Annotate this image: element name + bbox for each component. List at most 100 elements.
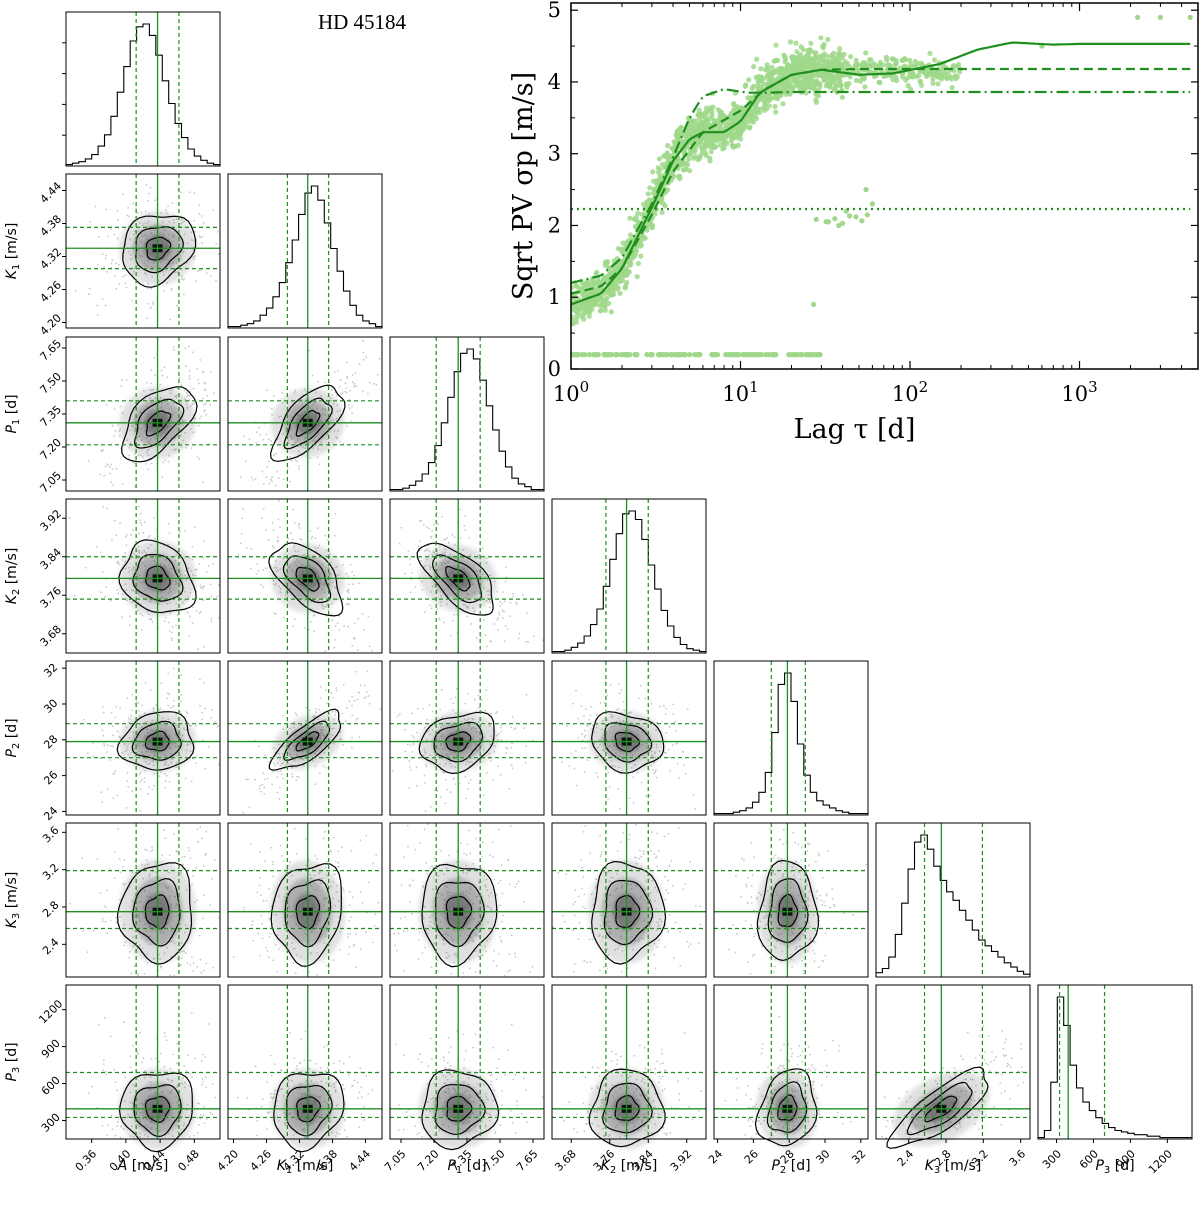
- sample-point: [164, 1035, 167, 1038]
- sample-point: [772, 971, 775, 973]
- sample-point: [89, 221, 92, 224]
- y-tick-label: 26: [41, 768, 60, 787]
- sample-point: [125, 544, 128, 547]
- sample-point: [572, 929, 575, 932]
- sample-point: [440, 688, 443, 691]
- sample-point: [628, 838, 630, 841]
- sample-point: [162, 461, 165, 464]
- sample-point: [194, 230, 196, 233]
- contours-0-2: [121, 386, 198, 463]
- sample-point: [428, 550, 430, 553]
- sample-point: [106, 932, 109, 934]
- sample-point: [212, 563, 214, 565]
- sample-point: [420, 560, 422, 563]
- sample-point: [339, 379, 342, 382]
- sample-point: [403, 728, 406, 731]
- sample-point: [813, 960, 816, 963]
- sample-point: [639, 849, 641, 852]
- sample-point: [565, 873, 568, 876]
- sample-point: [510, 746, 512, 749]
- sample-point: [638, 697, 640, 700]
- sample-point: [418, 842, 421, 844]
- sample-point: [181, 957, 183, 960]
- sample-point: [105, 208, 108, 211]
- sample-point: [573, 767, 576, 770]
- sample-point: [852, 914, 854, 916]
- sample-point: [572, 903, 575, 906]
- sample-point: [658, 850, 660, 852]
- sample-point: [606, 967, 609, 970]
- sample-point: [679, 931, 681, 933]
- sample-point: [414, 1125, 417, 1128]
- sample-point: [298, 776, 300, 779]
- sample-point: [353, 622, 356, 625]
- sample-point: [424, 946, 426, 949]
- sample-point: [497, 765, 499, 768]
- sample-point: [654, 1072, 657, 1075]
- sample-point: [151, 788, 154, 791]
- sample-point: [103, 266, 106, 268]
- sample-point: [375, 854, 378, 856]
- sample-point: [362, 351, 365, 354]
- sample-point: [652, 768, 654, 771]
- sample-point: [217, 253, 220, 256]
- sample-point: [482, 954, 484, 957]
- sample-point: [164, 786, 167, 789]
- sample-point: [316, 974, 319, 976]
- sample-point: [843, 912, 846, 914]
- sample-point: [243, 908, 246, 911]
- sample-point: [425, 861, 428, 864]
- sample-point: [268, 760, 271, 763]
- sample-point: [408, 787, 410, 789]
- sample-point: [124, 552, 126, 554]
- sample-point: [746, 877, 749, 879]
- sample-point: [151, 621, 154, 623]
- histogram-2: [389, 348, 545, 491]
- sample-point: [217, 917, 220, 919]
- sample-point: [372, 382, 375, 385]
- sample-point: [109, 466, 112, 468]
- sample-point: [252, 939, 255, 942]
- sample-point: [350, 916, 353, 918]
- sample-point: [339, 440, 342, 443]
- sample-point: [191, 883, 193, 886]
- sample-point: [423, 549, 426, 552]
- sample-point: [444, 1067, 447, 1069]
- sample-point: [259, 434, 262, 436]
- sample-point: [198, 612, 201, 615]
- y-tick-label: 4.26: [38, 278, 65, 305]
- sample-point: [205, 852, 208, 855]
- sample-point: [802, 972, 805, 975]
- sample-point: [105, 906, 107, 909]
- sample-point: [279, 844, 282, 847]
- sample-point: [203, 585, 206, 588]
- sample-point: [183, 855, 186, 858]
- sample-point: [119, 405, 122, 408]
- sample-point: [825, 894, 828, 897]
- sample-point: [146, 317, 148, 320]
- sample-point: [207, 565, 210, 567]
- sample-point: [270, 1096, 272, 1099]
- sample-point: [105, 751, 108, 753]
- contour-level-1: [133, 398, 185, 449]
- sample-point: [167, 205, 170, 207]
- sample-point: [431, 1058, 433, 1060]
- sample-point: [411, 571, 414, 574]
- sample-point: [352, 583, 354, 586]
- sample-point: [196, 899, 199, 902]
- sample-point: [216, 726, 219, 728]
- sample-point: [653, 954, 656, 956]
- sample-point: [326, 861, 328, 863]
- sample-point: [436, 959, 439, 962]
- sample-point: [202, 1053, 205, 1056]
- sample-point: [86, 951, 89, 954]
- contour-level-1: [432, 554, 483, 604]
- sample-point: [642, 850, 645, 853]
- sample-point: [682, 751, 684, 753]
- sample-point: [275, 452, 278, 455]
- sample-point: [496, 1067, 499, 1070]
- sample-point: [740, 896, 742, 898]
- sample-point: [288, 1031, 291, 1034]
- sample-point: [176, 304, 179, 307]
